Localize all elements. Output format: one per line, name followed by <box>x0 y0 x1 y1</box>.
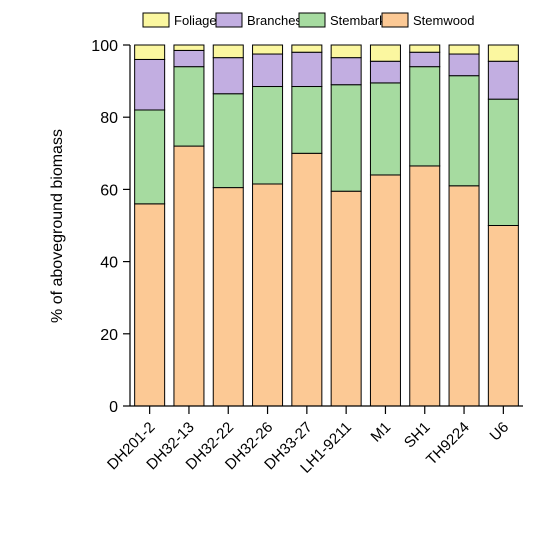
legend-item-foliage: Foliage <box>142 12 217 28</box>
legend-item-branches: Branches <box>215 12 302 28</box>
bar-foliage-dh33-27 <box>291 44 323 53</box>
bar-stembark-sh1 <box>409 66 441 167</box>
legend-label: Stemwood <box>413 13 474 28</box>
legend-swatch <box>298 12 326 28</box>
bar-branches-sh1 <box>409 51 441 68</box>
bar-branches-dh32-13 <box>173 49 205 68</box>
x-axis: DH201-2DH32-13DH32-22DH32-26DH33-27LH1-9… <box>104 405 523 477</box>
y-tick-label: 100 <box>91 38 118 55</box>
bar-stemwood-dh33-27 <box>291 152 323 407</box>
bar-stembark-dh32-26 <box>252 86 284 185</box>
bar-stemwood-lh1-9211 <box>330 190 362 407</box>
legend-label: Branches <box>247 13 302 28</box>
legend-swatch <box>381 12 409 28</box>
x-tick-label: U6 <box>487 419 513 445</box>
bar-stembark-m1 <box>369 82 401 176</box>
x-tick-label: TH9224 <box>423 419 473 469</box>
bar-stemwood-sh1 <box>409 165 441 407</box>
legend-label: Foliage <box>174 13 217 28</box>
y-axis-title: % of aboveground biomass <box>49 129 66 323</box>
bar-foliage-lh1-9211 <box>330 44 362 59</box>
bar-branches-m1 <box>369 60 401 84</box>
bar-stembark-dh32-22 <box>212 93 244 189</box>
bar-stembark-u6 <box>487 98 519 226</box>
y-tick-label: 0 <box>109 399 118 416</box>
bar-foliage-sh1 <box>409 44 441 53</box>
bar-stemwood-dh201-2 <box>134 203 166 407</box>
bar-stemwood-dh32-13 <box>173 145 205 407</box>
bar-branches-dh201-2 <box>134 58 166 111</box>
bar-stemwood-m1 <box>369 174 401 407</box>
bar-branches-dh32-22 <box>212 57 244 95</box>
bar-stembark-dh201-2 <box>134 109 166 205</box>
bar-stemwood-dh32-26 <box>252 183 284 407</box>
legend-item-stembark: Stembark <box>298 12 386 28</box>
y-tick-label: 80 <box>100 110 118 127</box>
bar-foliage-u6 <box>487 44 519 62</box>
bar-stemwood-dh32-22 <box>212 187 244 407</box>
legend-label: Stembark <box>330 13 386 28</box>
bar-stembark-dh33-27 <box>291 86 323 154</box>
bar-branches-dh32-26 <box>252 53 284 88</box>
bar-stembark-th9224 <box>448 75 480 187</box>
bar-branches-lh1-9211 <box>330 57 362 86</box>
x-tick-label: M1 <box>368 419 395 446</box>
bar-foliage-th9224 <box>448 44 480 55</box>
legend-swatch <box>215 12 243 28</box>
bar-stemwood-u6 <box>487 225 519 407</box>
legend-swatch <box>142 12 170 28</box>
bar-foliage-m1 <box>369 44 401 62</box>
bar-foliage-dh32-13 <box>173 44 205 51</box>
bar-foliage-dh32-26 <box>252 44 284 55</box>
y-tick-label: 20 <box>100 327 118 344</box>
bar-branches-u6 <box>487 60 519 100</box>
bar-branches-th9224 <box>448 53 480 77</box>
y-axis: 0 20 40 60 80 100 <box>91 38 131 416</box>
x-tick-label: SH1 <box>401 419 434 452</box>
bar-stemwood-th9224 <box>448 185 480 407</box>
bar-stembark-lh1-9211 <box>330 84 362 192</box>
bar-stembark-dh32-13 <box>173 66 205 147</box>
bar-branches-dh33-27 <box>291 51 323 88</box>
legend: Foliage Branches Stembark Stemwood <box>142 12 474 28</box>
y-tick-label: 40 <box>100 255 118 272</box>
legend-item-stemwood: Stemwood <box>381 12 474 28</box>
y-tick-label: 60 <box>100 182 118 199</box>
bar-foliage-dh201-2 <box>134 44 166 60</box>
bars <box>134 44 519 407</box>
bar-foliage-dh32-22 <box>212 44 244 59</box>
